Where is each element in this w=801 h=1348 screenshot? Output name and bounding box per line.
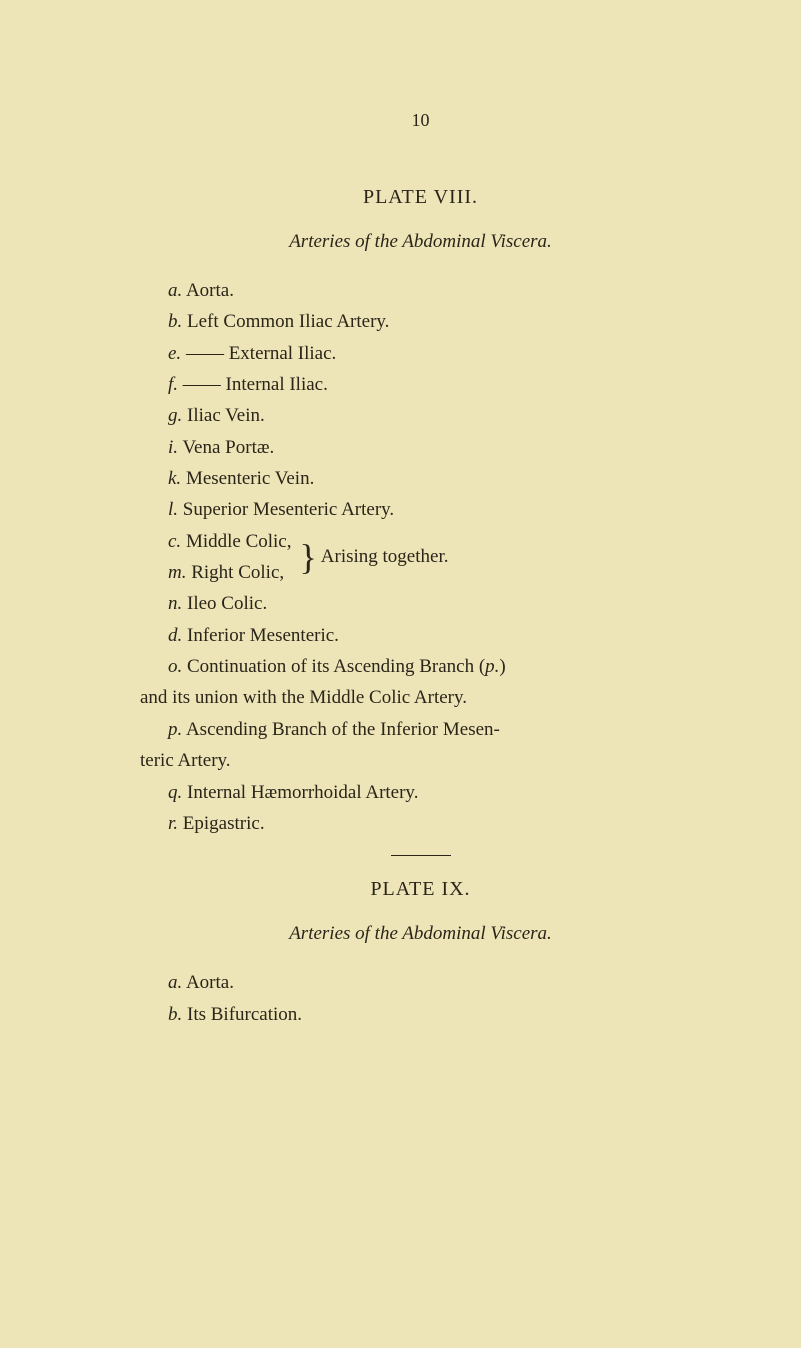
entry: c. Middle Colic, xyxy=(168,526,292,557)
entry-label: b. xyxy=(168,311,182,332)
entry-text: Iliac Vein. xyxy=(182,405,265,426)
entry-text: —— Internal Iliac. xyxy=(178,374,328,395)
entry: l. Superior Mesenteric Artery. xyxy=(140,494,701,525)
entry-label: l. xyxy=(168,499,178,520)
entry: i. Vena Portæ. xyxy=(140,432,701,463)
plate-viii-title: PLATE VIII. xyxy=(140,186,701,209)
entry: a. Aorta. xyxy=(140,275,701,306)
entry-text: Ileo Colic. xyxy=(182,593,267,614)
entry-text: Superior Mesenteric Artery. xyxy=(178,499,394,520)
entry: f. —— Internal Iliac. xyxy=(140,369,701,400)
entry-label: a. xyxy=(168,280,182,301)
entry-label: n. xyxy=(168,593,182,614)
brace-text: Arising together. xyxy=(321,546,449,568)
entry-label: g. xyxy=(168,405,182,426)
continuation-p: teric Artery. xyxy=(140,745,701,776)
entry-text-o: Continuation of its Ascending Branch ( xyxy=(182,656,485,677)
entry-o: o. Continuation of its Ascending Branch … xyxy=(140,651,701,682)
entry-label: i. xyxy=(168,437,178,458)
entry-p: p. Ascending Branch of the Inferior Mese… xyxy=(140,714,701,745)
plate-ix-title: PLATE IX. xyxy=(140,878,701,901)
entry-label: e. xyxy=(168,343,181,364)
brace-section: c. Middle Colic,m. Right Colic, } Arisin… xyxy=(168,526,701,589)
entry-label: m. xyxy=(168,562,186,583)
entry-text-o-end: ) xyxy=(499,656,505,677)
entry-label: b. xyxy=(168,1004,182,1025)
entry-text: Inferior Mesenteric. xyxy=(182,625,339,646)
entry-text: Internal Hæmorrhoidal Artery. xyxy=(182,782,418,803)
continuation-o: and its union with the Middle Colic Arte… xyxy=(140,682,701,713)
entry-text: Mesenteric Vein. xyxy=(181,468,314,489)
entry-label: d. xyxy=(168,625,182,646)
entry-text: Left Common Iliac Artery. xyxy=(182,311,389,332)
plate-viii-subtitle: Arteries of the Abdominal Viscera. xyxy=(140,231,701,253)
entry: q. Internal Hæmorrhoidal Artery. xyxy=(140,777,701,808)
entry-text: Right Colic, xyxy=(186,562,284,583)
entry-italic-p: p. xyxy=(485,656,499,677)
entry-text: Middle Colic, xyxy=(181,531,291,552)
entry-label: r. xyxy=(168,813,178,834)
plate-ix-subtitle: Arteries of the Abdominal Viscera. xyxy=(140,923,701,945)
entry-text: Its Bifurcation. xyxy=(182,1004,302,1025)
entry-label: k. xyxy=(168,468,181,489)
entry: a. Aorta. xyxy=(140,967,701,998)
entry-text-p: Ascending Branch of the Inferior Mesen- xyxy=(182,719,500,740)
entry-text: Epigastric. xyxy=(178,813,265,834)
entry: g. Iliac Vein. xyxy=(140,400,701,431)
entry-text: Aorta. xyxy=(182,280,234,301)
entry-text: Vena Portæ. xyxy=(178,437,274,458)
brace-icon: } xyxy=(300,539,317,575)
entry: n. Ileo Colic. xyxy=(140,588,701,619)
page-number: 10 xyxy=(140,110,701,131)
entry-label: c. xyxy=(168,531,181,552)
entry-text: Aorta. xyxy=(182,972,234,993)
entry-text: —— External Iliac. xyxy=(181,343,336,364)
entry-label: f. xyxy=(168,374,178,395)
entry: e. —— External Iliac. xyxy=(140,338,701,369)
divider xyxy=(391,855,451,856)
entry-label: q. xyxy=(168,782,182,803)
entry: m. Right Colic, xyxy=(168,557,292,588)
entry: d. Inferior Mesenteric. xyxy=(140,620,701,651)
entry-label: a. xyxy=(168,972,182,993)
entry: b. Its Bifurcation. xyxy=(140,999,701,1030)
entry: k. Mesenteric Vein. xyxy=(140,463,701,494)
entry: b. Left Common Iliac Artery. xyxy=(140,306,701,337)
entry-label-p: p. xyxy=(168,719,182,740)
entry-label-o: o. xyxy=(168,656,182,677)
entry: r. Epigastric. xyxy=(140,808,701,839)
